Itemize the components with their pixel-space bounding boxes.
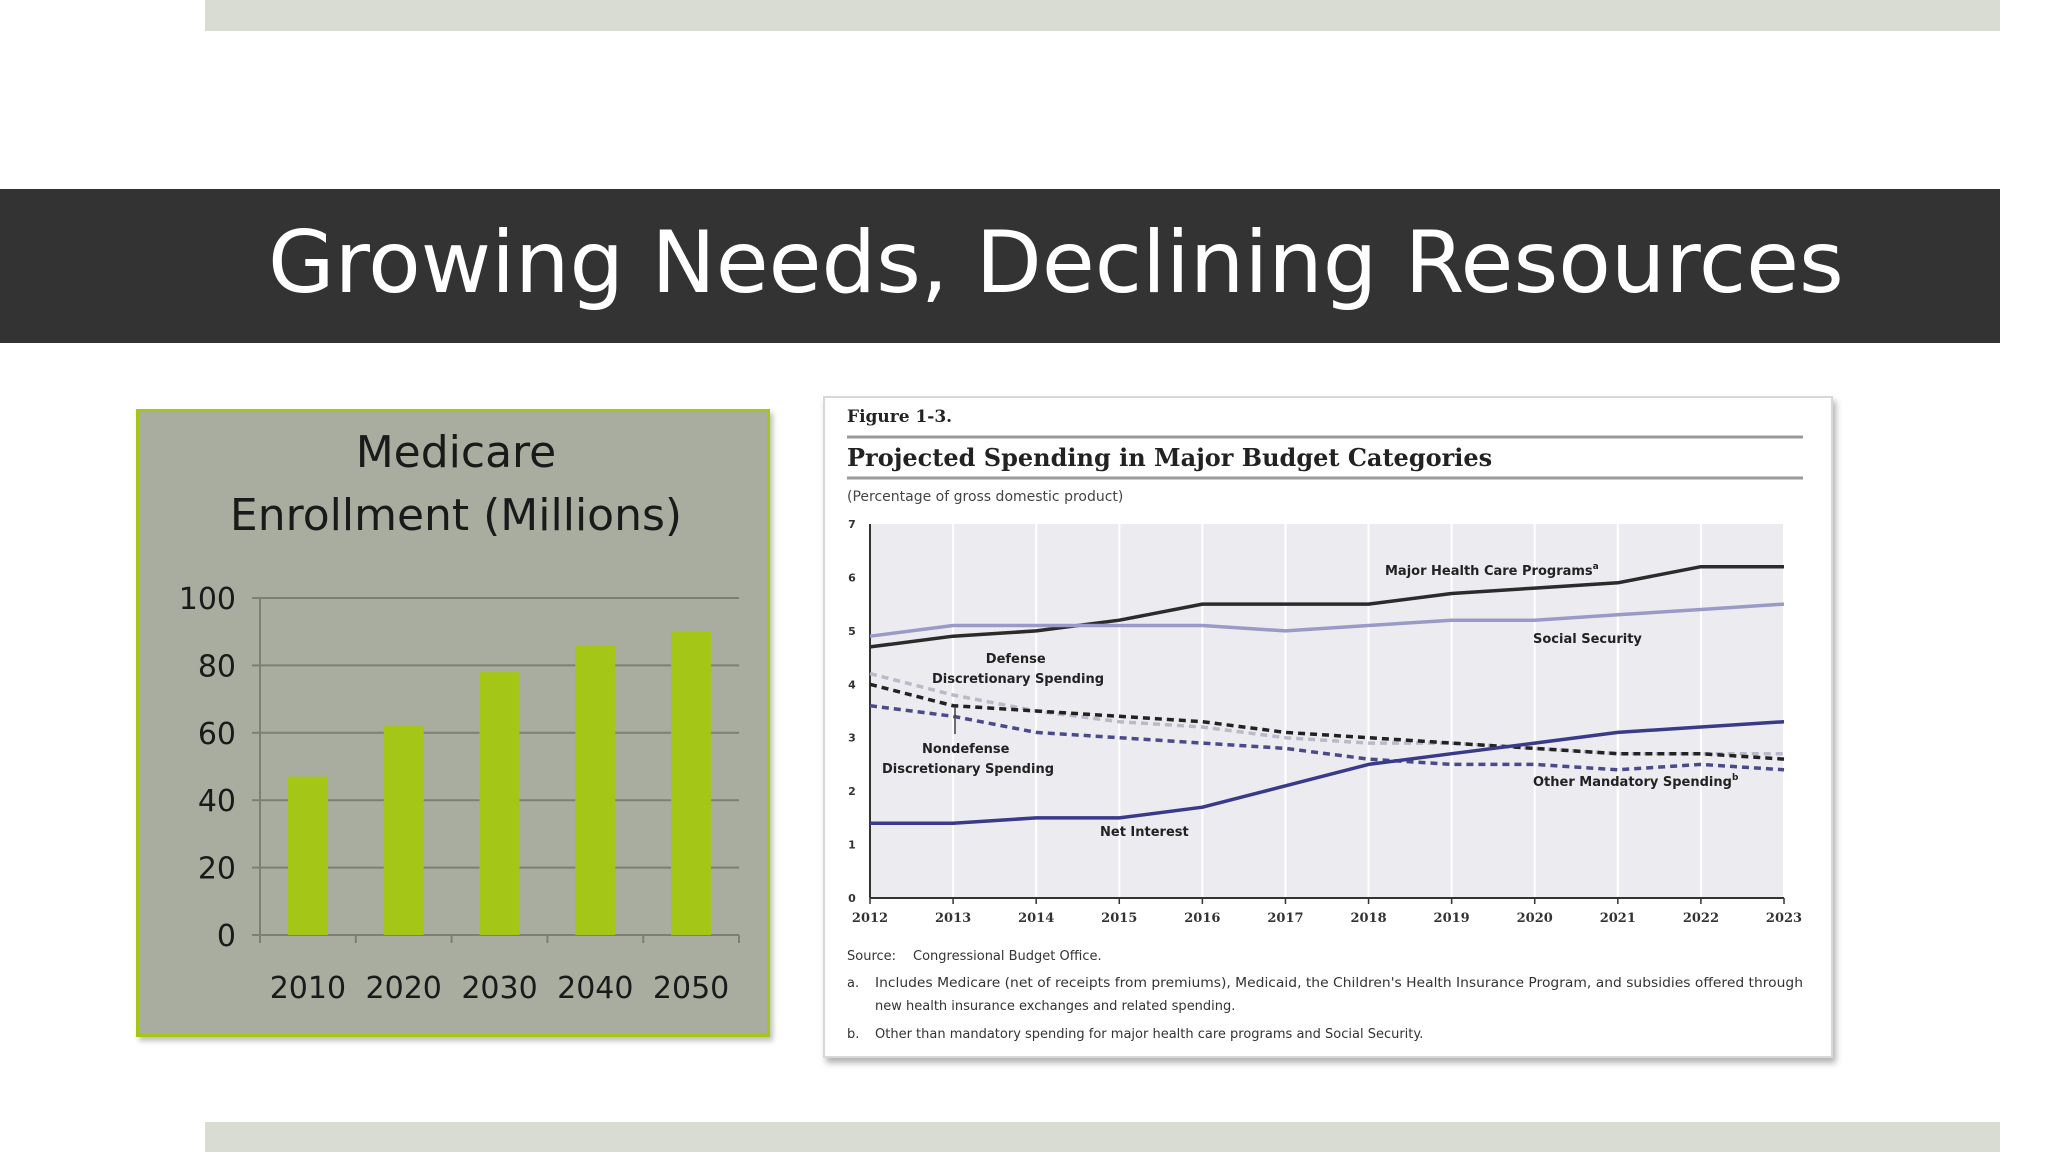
plot-area bbox=[870, 524, 1784, 898]
source-label: Source: bbox=[847, 949, 896, 964]
bar-chart-title-line-2: Enrollment (Millions) bbox=[230, 490, 682, 541]
line-y-tick-label: 6 bbox=[848, 571, 856, 584]
line-x-tick-label: 2017 bbox=[1267, 911, 1303, 926]
line-y-tick-label: 2 bbox=[848, 785, 856, 798]
line-x-tick-label: 2019 bbox=[1434, 911, 1470, 926]
label-nondefense-line-1: Nondefense bbox=[922, 742, 1010, 757]
note-a-line-2: new health insurance exchanges and relat… bbox=[875, 999, 1235, 1014]
line-y-tick-label: 3 bbox=[848, 732, 856, 745]
series-line-3 bbox=[869, 682, 1785, 761]
line-x-tick-label: 2022 bbox=[1683, 911, 1719, 926]
line-chart-svg: Figure 1-3. Projected Spending in Major … bbox=[847, 407, 1803, 1042]
line-y-tick-label: 4 bbox=[848, 678, 856, 691]
label-nondefense-line-2: Discretionary Spending bbox=[882, 762, 1054, 777]
line-x-tick-label: 2020 bbox=[1517, 911, 1553, 926]
bar-y-tick-label: 20 bbox=[198, 852, 236, 887]
line-chart-title: Projected Spending in Major Budget Categ… bbox=[847, 443, 1492, 472]
line-y-tick-label: 1 bbox=[848, 839, 856, 852]
bottom-accent-band bbox=[205, 1122, 2000, 1152]
bar-2050 bbox=[671, 631, 712, 935]
bar-y-tick-label: 60 bbox=[198, 717, 236, 752]
source-text: Congressional Budget Office. bbox=[913, 949, 1102, 964]
bar-y-tick-label: 80 bbox=[198, 649, 236, 684]
note-a-line-1: Includes Medicare (net of receipts from … bbox=[875, 976, 1803, 991]
bar-x-tick-label: 2020 bbox=[366, 971, 442, 1006]
line-y-tick-label: 5 bbox=[848, 625, 856, 638]
bar-chart-svg: Medicare Enrollment (Millions) 020406080… bbox=[179, 427, 740, 1006]
bar-x-tick-label: 2050 bbox=[653, 971, 729, 1006]
bar-x-tick-label: 2010 bbox=[270, 971, 346, 1006]
line-x-tick-label: 2016 bbox=[1184, 911, 1220, 926]
bar-y-tick-label: 100 bbox=[179, 582, 236, 617]
top-accent-band bbox=[205, 0, 2000, 31]
bar-2030 bbox=[479, 672, 520, 935]
projected-spending-figure: Figure 1-3. Projected Spending in Major … bbox=[823, 396, 1833, 1058]
line-x-tick-label: 2013 bbox=[935, 911, 971, 926]
label-net-interest: Net Interest bbox=[1100, 825, 1189, 840]
bar-2040 bbox=[575, 645, 616, 935]
line-chart-subtitle: (Percentage of gross domestic product) bbox=[847, 489, 1123, 505]
series-line-5 bbox=[870, 719, 1785, 825]
series-line-1 bbox=[869, 602, 1785, 638]
label-defense-line-1: Defense bbox=[986, 652, 1046, 667]
bar-2020 bbox=[383, 726, 424, 935]
bar-chart-title-line-1: Medicare bbox=[356, 427, 557, 478]
bar-y-tick-label: 0 bbox=[217, 919, 236, 954]
label-defense-line-2: Discretionary Spending bbox=[932, 672, 1104, 687]
series-line-2 bbox=[869, 671, 1784, 756]
line-x-tick-label: 2021 bbox=[1600, 911, 1636, 926]
label-social-security: Social Security bbox=[1533, 632, 1642, 647]
bar-x-tick-label: 2030 bbox=[461, 971, 537, 1006]
line-x-tick-label: 2012 bbox=[852, 911, 888, 926]
label-major-health-care: Major Health Care Programsa bbox=[1385, 562, 1599, 579]
line-y-tick-label: 0 bbox=[848, 892, 856, 905]
title-bar: Growing Needs, Declining Resources bbox=[0, 189, 2000, 343]
line-x-tick-label: 2018 bbox=[1350, 911, 1386, 926]
figure-label: Figure 1-3. bbox=[847, 407, 952, 427]
medicare-enrollment-chart: Medicare Enrollment (Millions) 0 20 40 60 80… bbox=[136, 409, 770, 1037]
label-defense-discretionary: Defense Discretionary Spending bbox=[932, 652, 1104, 687]
label-other-mandatory: Other Mandatory Spendingb bbox=[1533, 773, 1739, 790]
series-line-4 bbox=[869, 703, 1785, 772]
slide-title: Growing Needs, Declining Resources bbox=[268, 213, 1844, 313]
bar-x-tick-label: 2040 bbox=[557, 971, 633, 1006]
bar-2010 bbox=[287, 776, 328, 935]
bar-y-tick-label: 40 bbox=[198, 784, 236, 819]
note-b-mark: b. bbox=[847, 1027, 859, 1042]
line-y-tick-label: 7 bbox=[848, 518, 856, 531]
line-x-tick-label: 2014 bbox=[1018, 911, 1054, 926]
note-b-line-1: Other than mandatory spending for major … bbox=[875, 1027, 1423, 1042]
line-x-tick-label: 2023 bbox=[1766, 911, 1802, 926]
note-a-mark: a. bbox=[847, 976, 859, 991]
label-nondefense-discretionary: Nondefense Discretionary Spending bbox=[882, 742, 1054, 777]
line-x-tick-label: 2015 bbox=[1101, 911, 1137, 926]
series-line-0 bbox=[869, 564, 1784, 649]
